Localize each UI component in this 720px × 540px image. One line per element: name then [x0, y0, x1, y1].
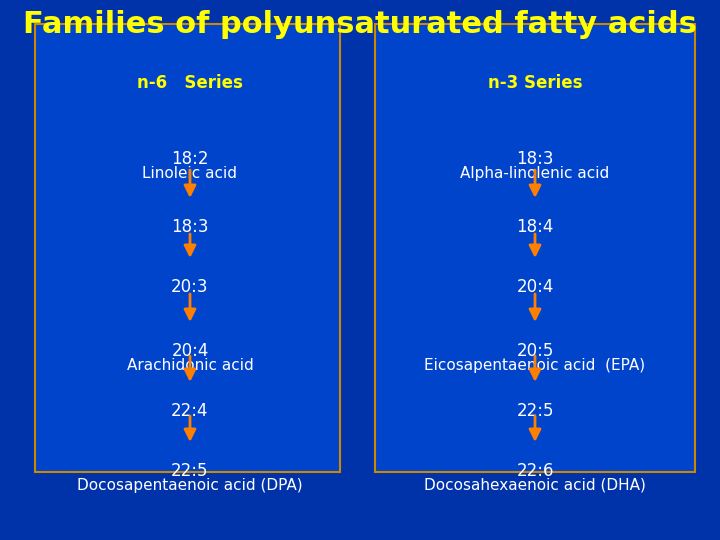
- Text: 20:5: 20:5: [516, 342, 554, 360]
- Text: Families of polyunsaturated fatty acids: Families of polyunsaturated fatty acids: [23, 10, 697, 39]
- Text: Linoleic acid: Linoleic acid: [143, 166, 238, 181]
- Text: 20:4: 20:4: [516, 278, 554, 296]
- Text: 22:4: 22:4: [171, 402, 209, 420]
- Text: 22:6: 22:6: [516, 462, 554, 480]
- Text: Docosahexaenoic acid (DHA): Docosahexaenoic acid (DHA): [424, 478, 646, 493]
- Text: n-3 Series: n-3 Series: [487, 74, 582, 92]
- Text: 20:3: 20:3: [171, 278, 209, 296]
- Text: 22:5: 22:5: [516, 402, 554, 420]
- Text: 22:5: 22:5: [171, 462, 209, 480]
- Bar: [35, 24, 340, 472]
- Text: 18:4: 18:4: [516, 218, 554, 236]
- Text: 18:2: 18:2: [171, 150, 209, 168]
- Text: 20:4: 20:4: [171, 342, 209, 360]
- Text: Docosapentaenoic acid (DPA): Docosapentaenoic acid (DPA): [77, 478, 303, 493]
- Text: 18:3: 18:3: [516, 150, 554, 168]
- Bar: [375, 24, 695, 472]
- Text: 18:3: 18:3: [171, 218, 209, 236]
- Text: Eicosapentaenoic acid  (EPA): Eicosapentaenoic acid (EPA): [424, 358, 646, 373]
- Text: Arachidonic acid: Arachidonic acid: [127, 358, 253, 373]
- Text: Alpha-linolenic acid: Alpha-linolenic acid: [460, 166, 610, 181]
- Text: n-6   Series: n-6 Series: [137, 74, 243, 92]
